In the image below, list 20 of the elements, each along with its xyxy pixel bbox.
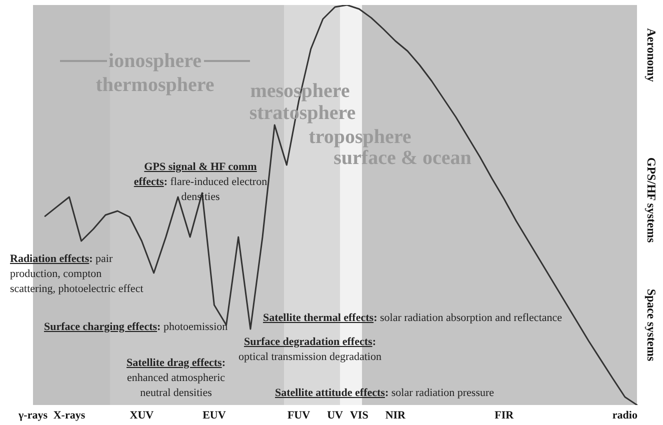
x-tick-label: VIS: [350, 409, 368, 422]
x-tick-label: γ-rays: [18, 409, 48, 422]
annotation: Surface degradation effects: optical transmission degradation: [238, 335, 382, 365]
x-tick-label: UV: [327, 409, 343, 422]
x-tick-label: FIR: [494, 409, 515, 422]
text: Aeronomy: [644, 28, 658, 82]
annotation: Satellite attitude effects: solar radiation pressure: [275, 386, 494, 401]
x-tick-label: XUV: [130, 409, 154, 422]
x-tick-label: FUV: [287, 409, 310, 422]
annotation: Radiation effects: pair production, compton scattering, photoelectric effect: [10, 252, 144, 297]
annotation: Satellite thermal effects: solar radiation absorption and reflectance: [263, 311, 562, 326]
text: Space systems: [644, 288, 658, 362]
x-tick-label: radio: [612, 409, 638, 422]
annotation: Surface charging effects: photoemission: [44, 320, 228, 335]
x-tick-label: NIR: [385, 409, 407, 422]
text: GPS/HF systems: [644, 157, 658, 243]
x-tick-label: EUV: [202, 409, 226, 422]
annotation: troposphere: [308, 126, 412, 148]
annotation: Satellite drag effects: enhanced atmospheric neutral densities: [126, 356, 226, 401]
x-tick-label: X-rays: [53, 409, 86, 422]
